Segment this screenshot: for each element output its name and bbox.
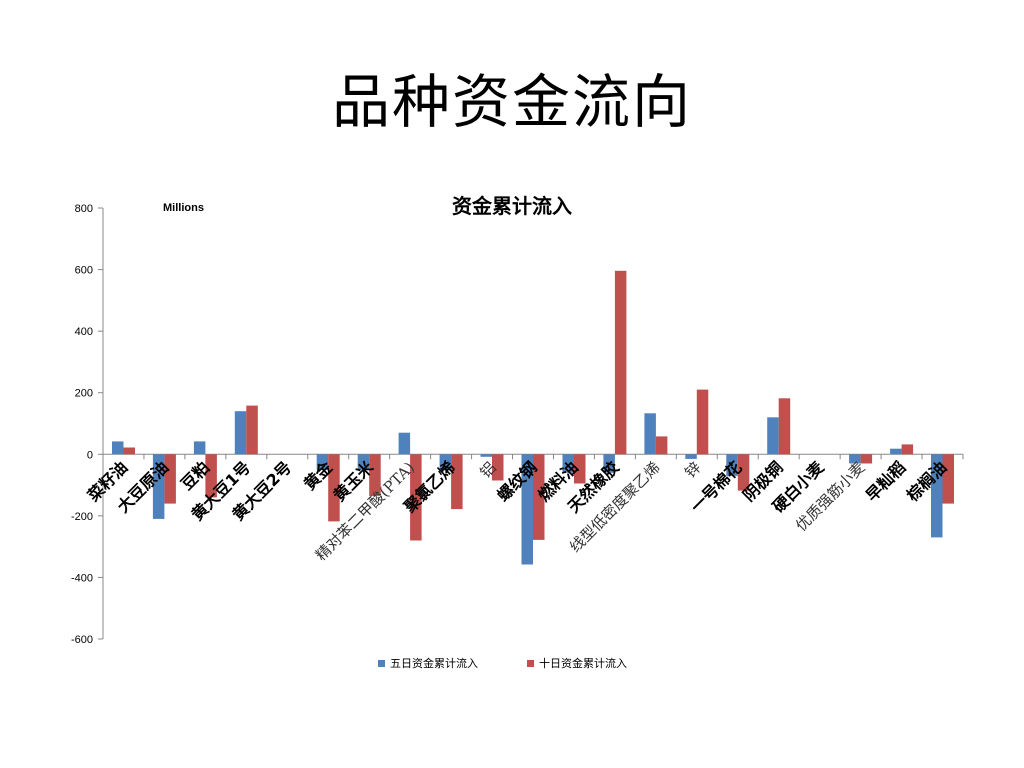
- bar-five-day: [603, 454, 615, 473]
- y-tick-label: 600: [75, 265, 93, 277]
- y-tick-label: 800: [75, 203, 93, 215]
- bar-ten-day: [778, 398, 791, 455]
- bar-five-day: [480, 454, 492, 457]
- bar-ten-day: [451, 454, 463, 510]
- bar-five-day: [726, 454, 738, 476]
- bar-five-day: [767, 417, 779, 455]
- bar-five-day: [849, 454, 861, 464]
- units-label: Millions: [163, 202, 204, 214]
- bar-ten-day: [246, 405, 258, 455]
- bar-five-day: [193, 441, 206, 455]
- bar-ten-day: [614, 270, 627, 455]
- bar-ten-day: [901, 444, 914, 455]
- bar-five-day: [562, 454, 574, 473]
- bar-five-day: [316, 454, 329, 470]
- bar-five-day: [521, 454, 533, 565]
- legend: 五日资金累计流入 十日资金累计流入: [378, 656, 627, 670]
- bar-ten-day: [164, 454, 176, 504]
- bar-ten-day: [328, 454, 340, 522]
- y-tick-label: 0: [87, 449, 93, 461]
- bar-ten-day: [205, 454, 217, 498]
- legend-swatch: [527, 660, 534, 667]
- bar-five-day: [152, 454, 165, 519]
- y-tick-label: -600: [71, 634, 93, 646]
- bar-ten-day: [410, 454, 422, 541]
- bar-five-day: [931, 454, 943, 538]
- bar-ten-day: [942, 454, 954, 504]
- axes: 800 600 400 200 0 -200 -400 -600: [71, 203, 964, 646]
- bar-ten-day: [123, 447, 135, 455]
- bar-five-day: [357, 454, 370, 470]
- chart-title: 资金累计流入: [452, 194, 572, 218]
- bars: [112, 270, 954, 565]
- bar-ten-day: [655, 436, 668, 455]
- legend-label: 十日资金累计流入: [539, 656, 627, 670]
- y-tick-label: -400: [71, 572, 93, 584]
- bar-five-day: [398, 432, 411, 455]
- bar-ten-day: [492, 454, 504, 481]
- bar-ten-day: [369, 454, 381, 496]
- bar-five-day: [890, 448, 902, 455]
- bar-five-day: [644, 413, 656, 455]
- y-tick-label: -200: [71, 511, 93, 523]
- bar-ten-day: [737, 454, 750, 491]
- legend-swatch: [378, 660, 385, 667]
- bar-five-day: [685, 454, 697, 459]
- bar-ten-day: [860, 454, 873, 464]
- bar-five-day: [439, 454, 452, 471]
- y-tick-label: 400: [75, 326, 93, 338]
- x-category-label: 早籼稻: [862, 458, 909, 505]
- bar-five-day: [112, 441, 124, 455]
- slide-title: 品种资金流向: [331, 68, 692, 136]
- bar-five-day: [234, 411, 247, 455]
- bar-ten-day: [696, 389, 709, 455]
- legend-label: 五日资金累计流入: [390, 656, 478, 670]
- bar-ten-day: [574, 454, 586, 484]
- x-category-label: 锌: [681, 458, 704, 481]
- y-tick-label: 200: [75, 388, 93, 400]
- bar-ten-day: [533, 454, 545, 540]
